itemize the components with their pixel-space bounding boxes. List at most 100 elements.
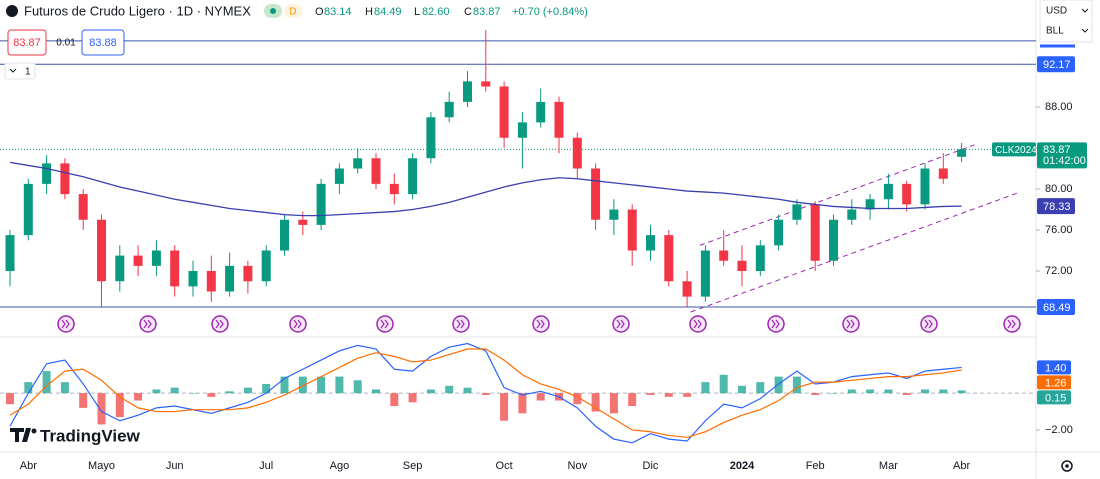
x-tick-label: Ago xyxy=(330,460,350,472)
x-tick-label: Nov xyxy=(568,460,588,472)
event-arrow xyxy=(456,319,465,329)
histogram-bar xyxy=(445,385,454,394)
status-dot xyxy=(270,8,276,14)
brand-logo-dot xyxy=(31,428,37,434)
candle-body xyxy=(133,255,143,266)
histogram-bar xyxy=(42,371,51,394)
ohlc-value: 83.14 xyxy=(324,6,352,18)
indicator-label-bg xyxy=(1037,375,1071,390)
brand: TradingView xyxy=(40,426,141,445)
candle-body xyxy=(78,194,88,220)
histogram-bar xyxy=(921,389,929,394)
symbol-label-bg xyxy=(992,142,1036,157)
histogram-bar xyxy=(646,393,655,395)
candle-body xyxy=(206,270,216,292)
candle-body xyxy=(188,270,198,287)
histogram-bar xyxy=(481,393,490,395)
candle-body xyxy=(847,209,857,220)
histogram-bar xyxy=(518,393,527,414)
candle-body xyxy=(627,209,637,251)
histogram-bar xyxy=(902,393,911,395)
x-tick-label: Jun xyxy=(166,460,184,472)
event-icon xyxy=(1003,315,1021,333)
event-arrow xyxy=(771,319,780,329)
layout-toggle[interactable] xyxy=(4,62,36,80)
event-icon xyxy=(920,315,938,333)
x-tick-label: Abr xyxy=(20,460,37,472)
candle-body xyxy=(938,168,948,179)
brand-logo xyxy=(10,428,31,442)
dropdown-arrows xyxy=(1081,8,1089,33)
candle-body xyxy=(353,158,363,169)
candle-body xyxy=(719,250,729,261)
indicator-label: 1.40 xyxy=(1045,362,1066,374)
x-tick-label: Jul xyxy=(259,460,273,472)
symbol-label: CLK2024 xyxy=(995,145,1037,156)
event-icon xyxy=(289,315,307,333)
candle-body xyxy=(5,235,15,271)
currency[interactable]: USD xyxy=(1046,6,1067,17)
currency-box[interactable] xyxy=(1039,0,1093,43)
price-label-bg xyxy=(1037,298,1075,315)
interval-badge-bg xyxy=(284,4,302,18)
event-arrow xyxy=(616,319,625,329)
candle-body xyxy=(97,219,106,282)
chevron xyxy=(9,68,17,73)
x-tick-label: Abr xyxy=(953,460,970,472)
candle-body xyxy=(243,265,253,282)
unit[interactable]: BLL xyxy=(1046,26,1064,37)
candle-body xyxy=(151,250,161,266)
histogram-bar xyxy=(372,389,380,394)
event-icon xyxy=(139,315,157,333)
histogram-bar xyxy=(664,393,673,397)
last-price-bg xyxy=(1037,142,1087,169)
candle-body xyxy=(298,219,308,225)
symbol-icon xyxy=(6,5,18,17)
histogram-bar xyxy=(390,393,399,407)
histogram-bar xyxy=(701,382,710,394)
candle-body xyxy=(481,81,491,87)
candle-body xyxy=(792,204,802,220)
histogram-bar xyxy=(6,393,14,405)
candle-body xyxy=(646,235,655,251)
event-arrow xyxy=(693,319,702,329)
histogram-bar xyxy=(24,382,33,394)
histogram-bar xyxy=(591,393,600,412)
event-arrow xyxy=(536,319,545,329)
histogram-bar xyxy=(152,389,161,394)
histogram-bar xyxy=(866,389,875,394)
histogram-bar xyxy=(243,387,252,394)
y-tick-label: 76.00 xyxy=(1045,224,1073,236)
histogram-bar xyxy=(207,393,216,397)
candle-body xyxy=(280,219,289,251)
histogram-bar xyxy=(683,393,692,397)
x-tick-label: Sep xyxy=(403,460,423,472)
candle-body xyxy=(572,137,582,169)
indicator-label: 1.26 xyxy=(1045,377,1066,389)
histogram-bar xyxy=(609,393,618,414)
histogram-bar xyxy=(738,385,746,394)
candle-body xyxy=(444,101,454,118)
symbol-title[interactable]: Futuros de Crudo Ligero · 1D · NYMEX xyxy=(24,3,251,18)
candle-body xyxy=(829,219,838,261)
buy-button[interactable] xyxy=(81,29,125,56)
histogram-bar xyxy=(353,380,362,394)
candle-body xyxy=(536,101,546,123)
event-icon xyxy=(211,315,229,333)
histogram-bar xyxy=(97,393,106,425)
channel-line xyxy=(699,144,975,246)
event-icon xyxy=(842,315,860,333)
candle-body xyxy=(700,250,710,297)
candle-body xyxy=(810,204,820,261)
ohlc-value: 84.49 xyxy=(374,6,402,18)
candle-body xyxy=(42,163,52,184)
candle-body xyxy=(957,149,967,157)
moving-average xyxy=(9,161,962,217)
histogram-bar xyxy=(298,376,307,394)
price-label: 92.17 xyxy=(1043,59,1071,71)
histogram-bar xyxy=(463,387,472,394)
sell-button[interactable] xyxy=(7,29,47,56)
settings[interactable] xyxy=(1061,460,1073,472)
indicator-label: 0.15 xyxy=(1045,392,1066,404)
x-tick-label: Mar xyxy=(879,460,898,472)
